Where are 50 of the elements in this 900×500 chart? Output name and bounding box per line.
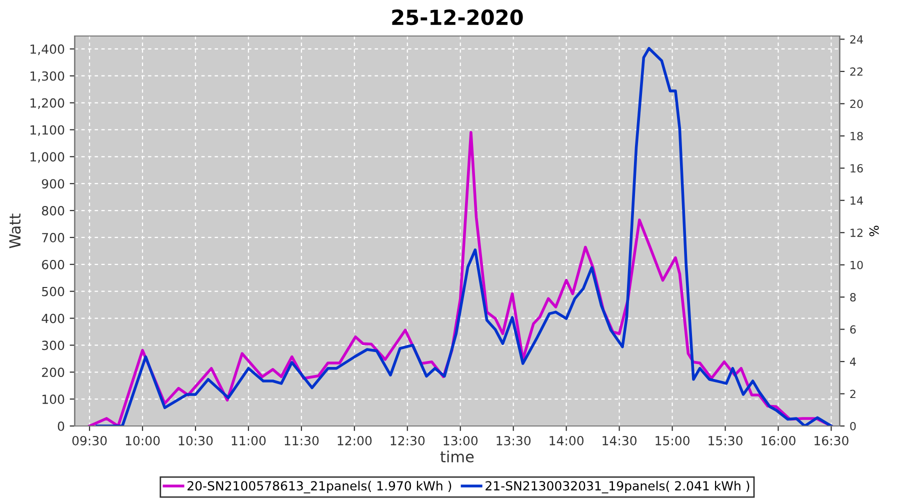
y-tick-label: 500 [42, 286, 64, 296]
y-tick-label: 1,000 [30, 152, 64, 163]
x-tick-label: 16:30 [814, 436, 848, 446]
x-tick-label: 13:00 [444, 436, 478, 446]
x-tick-label: 10:00 [126, 436, 160, 446]
y-tick-label: 400 [42, 314, 64, 324]
x-tick-label: 11:30 [284, 436, 319, 446]
y-tick-label: 1,200 [30, 98, 64, 109]
x-tick-label: 16:00 [762, 436, 796, 446]
y-tick-label: 800 [42, 206, 64, 216]
y-tick-label: 200 [42, 368, 64, 378]
x-tick-label: 10:30 [178, 436, 213, 446]
x-tick-label: 15:30 [708, 436, 742, 446]
y2-tick-label: 2 [850, 390, 856, 398]
y2-tick-label: 8 [850, 293, 856, 302]
x-tick-label: 11:00 [232, 436, 266, 446]
chart-title: 25-12-2020 [392, 9, 523, 26]
y2-tick-label: 20 [850, 100, 863, 108]
x-tick-label: 09:30 [72, 436, 107, 446]
y2-tick-label: 12 [850, 228, 862, 237]
y-tick-label: 900 [42, 179, 64, 189]
y2-axis-title: % [869, 226, 879, 236]
x-tick-label: 12:00 [338, 436, 372, 446]
y2-tick-label: 0 [850, 422, 856, 430]
y2-tick-label: 14 [850, 196, 863, 205]
legend-label: 20-SN2100578613_21panels( 1.970 kWh ) [188, 480, 452, 494]
x-tick-label: 15:00 [656, 436, 690, 446]
y-tick-label: 1,400 [30, 44, 64, 56]
y2-tick-label: 18 [850, 132, 863, 140]
y-tick-label: 1,300 [30, 71, 64, 82]
x-tick-label: 13:30 [496, 436, 531, 446]
y2-tick-label: 22 [850, 67, 862, 76]
y2-tick-label: 6 [850, 325, 856, 334]
y-tick-label: 100 [42, 394, 64, 404]
legend-label: 21-SN2130032031_19panels( 2.041 kWh ) [486, 480, 750, 494]
y-tick-label: 300 [42, 340, 64, 350]
y2-tick-label: 4 [850, 358, 856, 366]
y-tick-label: 1,100 [30, 125, 64, 136]
y2-tick-label: 16 [850, 164, 863, 173]
y2-tick-label: 24 [850, 35, 863, 44]
y2-tick-label: 10 [850, 260, 863, 270]
line-series [96, 47, 833, 426]
y-tick-label: 600 [42, 260, 64, 270]
y-tick-label: 0 [58, 421, 64, 431]
y-axis-title: Watt [9, 214, 21, 248]
x-tick-label: 12:30 [390, 436, 425, 446]
x-tick-label: 14:00 [550, 436, 584, 446]
x-axis-title: time [440, 450, 474, 462]
y-tick-label: 700 [42, 232, 64, 242]
x-tick-label: 14:30 [602, 436, 636, 446]
